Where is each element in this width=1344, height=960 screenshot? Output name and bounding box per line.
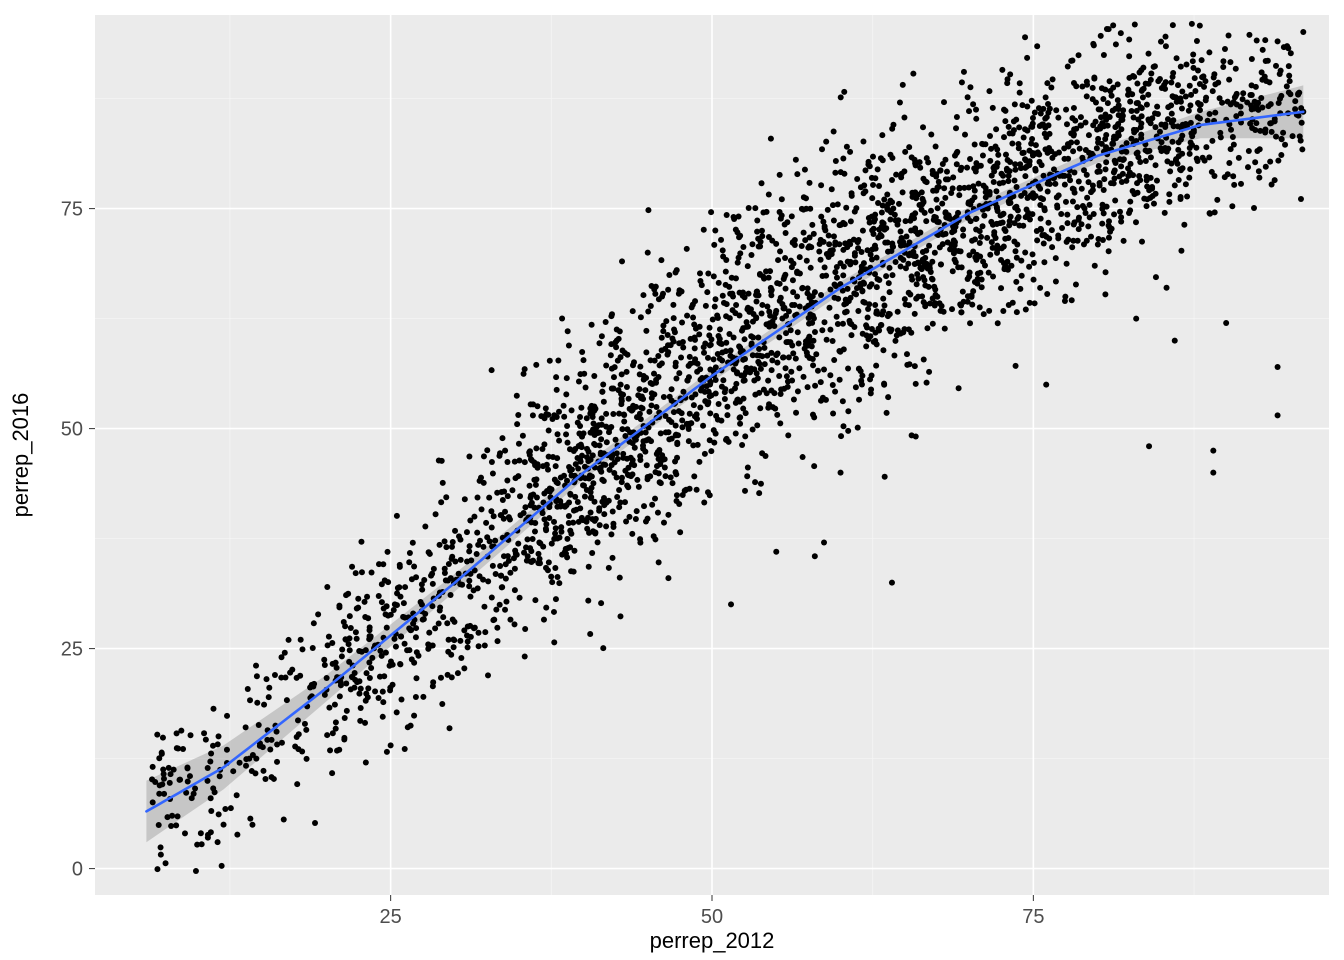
scatter-chart: 25 50 75 0 25 50 75 perrep_2012 perrep_2016 (0, 0, 1344, 960)
y-tick-label: 25 (61, 639, 83, 661)
x-tick-label: 75 (1022, 906, 1044, 928)
x-tick-label: 25 (380, 906, 402, 928)
y-tick-label: 75 (61, 199, 83, 221)
y-tick-label: 50 (61, 419, 83, 441)
x-tick-label: 50 (701, 906, 723, 928)
chart-svg: 25 50 75 0 25 50 75 perrep_2012 perrep_2016 (0, 0, 1344, 960)
x-axis-title: perrep_2012 (650, 928, 775, 953)
y-tick-label: 0 (72, 859, 83, 881)
y-axis-title: perrep_2016 (8, 393, 33, 518)
